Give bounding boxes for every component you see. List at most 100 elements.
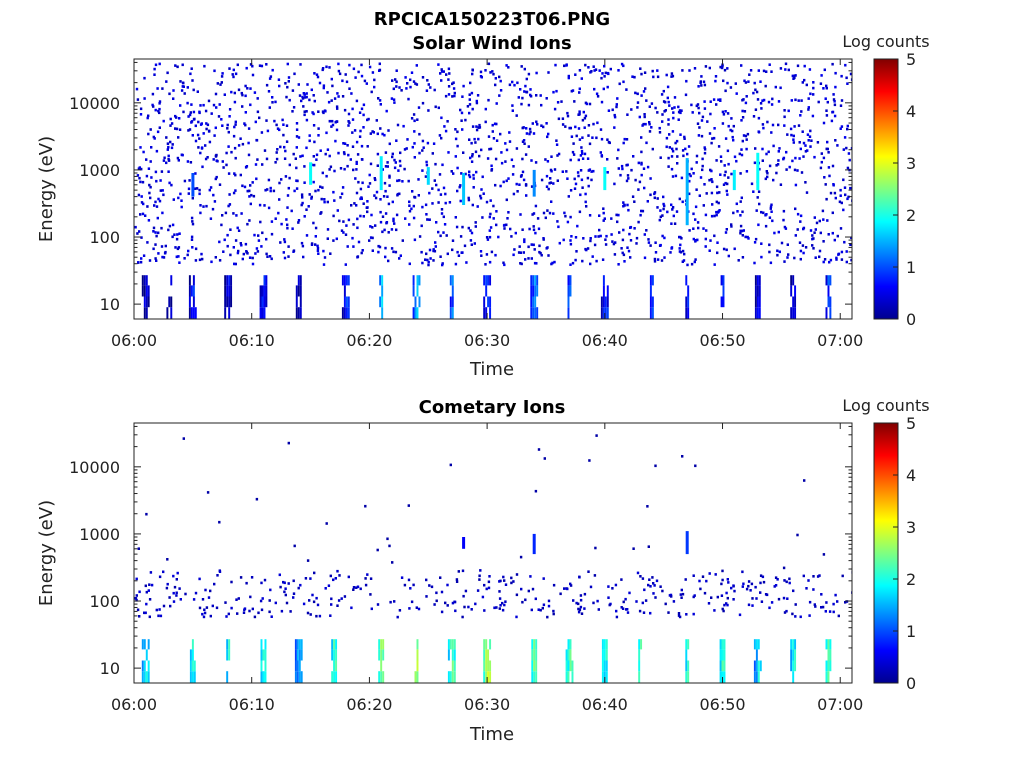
noise-cell (831, 164, 835, 168)
noise-cell (523, 240, 526, 244)
noise-cell (752, 91, 755, 95)
noise-cell (678, 247, 681, 250)
noise-cell (768, 164, 772, 168)
noise-cell (547, 604, 551, 608)
noise-cell (196, 133, 200, 137)
noise-cell (352, 223, 355, 226)
noise-cell (494, 77, 497, 80)
noise-cell (447, 78, 450, 81)
burst-cell (603, 649, 606, 661)
noise-cell (439, 193, 443, 196)
noise-cell (261, 597, 264, 600)
noise-cell (546, 160, 550, 163)
noise-cell (754, 147, 757, 150)
noise-cell (292, 106, 296, 109)
noise-cell (659, 156, 662, 159)
burst-cell (382, 639, 385, 650)
noise-cell (369, 577, 373, 580)
noise-cell (599, 128, 603, 131)
burst-cell (414, 296, 417, 308)
burst-cell (381, 296, 384, 308)
noise-cell (822, 87, 825, 90)
noise-cell (786, 597, 789, 600)
noise-cell (635, 236, 639, 240)
burst-cell (531, 660, 534, 672)
noise-cell (762, 580, 766, 584)
burst-cell (604, 307, 607, 319)
noise-cell (220, 118, 223, 121)
noise-cell (444, 192, 447, 196)
noise-cell (426, 258, 429, 262)
noise-cell (793, 168, 797, 172)
noise-cell (429, 86, 432, 89)
noise-cell (486, 157, 490, 160)
noise-cell (504, 583, 508, 586)
noise-cell (778, 147, 781, 150)
noise-cell (654, 241, 657, 244)
spike-cell (732, 169, 736, 191)
noise-cell (397, 169, 400, 172)
noise-cell (215, 175, 218, 179)
noise-cell (481, 216, 484, 219)
noise-cell (140, 201, 144, 204)
noise-cell (625, 179, 629, 183)
noise-cell (574, 125, 577, 129)
noise-cell (490, 169, 493, 172)
burst-cell (827, 660, 830, 672)
noise-cell (672, 116, 675, 120)
noise-cell (679, 593, 682, 596)
burst-cell (758, 307, 761, 319)
noise-cell (467, 196, 470, 200)
noise-cell (454, 609, 457, 613)
noise-cell (535, 94, 538, 97)
noise-cell (425, 252, 428, 256)
noise-cell (255, 177, 258, 181)
burst-cell (191, 671, 194, 683)
y-axis-label: Energy (eV) (36, 500, 57, 606)
burst-cell (600, 307, 603, 319)
noise-cell (221, 72, 224, 75)
noise-cell (723, 68, 727, 72)
noise-cell (757, 223, 760, 227)
noise-cell (378, 245, 382, 249)
burst-cell (143, 285, 146, 297)
noise-cell (200, 252, 203, 256)
noise-cell (136, 608, 140, 612)
noise-cell (713, 263, 716, 266)
noise-cell (417, 178, 420, 181)
noise-cell (622, 64, 625, 68)
noise-cell (735, 92, 738, 95)
noise-cell (504, 600, 507, 603)
burst-cell (569, 649, 572, 661)
noise-cell (343, 152, 346, 156)
noise-cell (193, 117, 196, 121)
noise-cell (215, 106, 218, 109)
noise-cell (350, 204, 353, 207)
burst-cell (294, 649, 297, 661)
noise-cell (801, 81, 804, 84)
noise-cell (187, 249, 190, 253)
noise-cell (309, 577, 312, 580)
noise-cell (362, 202, 365, 205)
noise-cell (203, 611, 207, 615)
noise-cell (692, 612, 695, 616)
noise-cell (818, 574, 821, 577)
burst-cell (143, 639, 146, 650)
noise-cell (234, 123, 237, 126)
noise-cell (505, 223, 508, 227)
noise-cell (847, 152, 851, 155)
noise-cell (811, 114, 815, 118)
noise-cell (301, 97, 305, 100)
noise-cell (561, 117, 565, 120)
burst-cell (567, 296, 570, 308)
noise-cell (573, 187, 577, 190)
noise-cell (703, 107, 707, 110)
noise-cell (722, 609, 725, 613)
noise-cell (339, 196, 342, 199)
noise-cell (520, 102, 523, 106)
noise-cell (364, 504, 367, 508)
noise-cell (488, 235, 492, 239)
noise-cell (321, 68, 324, 72)
noise-cell (460, 172, 463, 175)
noise-cell (412, 216, 416, 220)
